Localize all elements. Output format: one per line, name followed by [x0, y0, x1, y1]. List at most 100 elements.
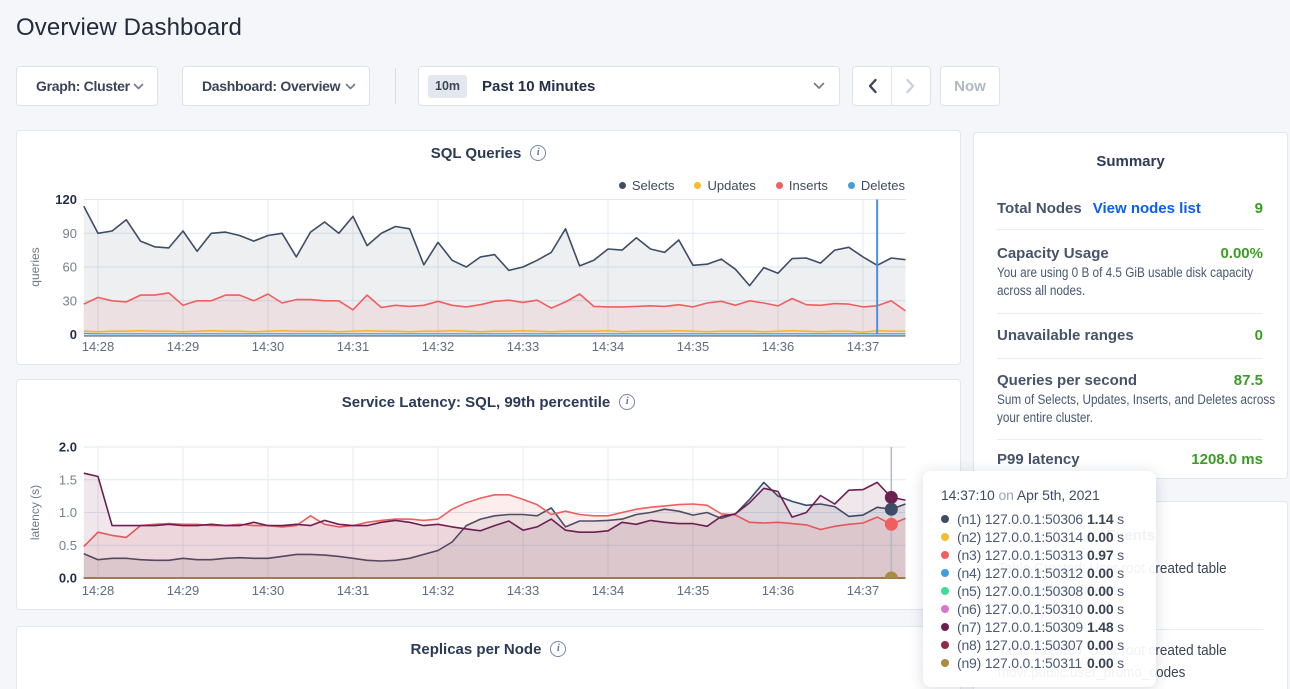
- node-color-dot: [941, 533, 949, 541]
- dashboard-dropdown[interactable]: Dashboard: Overview: [182, 66, 370, 106]
- svg-text:14:31: 14:31: [337, 583, 370, 598]
- svg-text:1.0: 1.0: [59, 505, 77, 520]
- svg-text:14:29: 14:29: [167, 583, 200, 598]
- total-nodes-value: 9: [1254, 200, 1263, 217]
- node-latency-value: 0.00 s: [1087, 565, 1124, 581]
- total-nodes-label: Total Nodes: [997, 200, 1082, 217]
- queries-per-second-desc: Sum of Selects, Updates, Inserts, and De…: [997, 392, 1276, 425]
- graph-dropdown-label: Graph: Cluster: [36, 78, 130, 94]
- svg-text:14:32: 14:32: [422, 583, 455, 598]
- chevron-down-icon: [813, 77, 825, 95]
- node-address: (n4) 127.0.0.1:50312: [957, 565, 1083, 581]
- sql-queries-chart[interactable]: 14:28 14:29 14:30 14:31 14:32 14:33 14:34 14:35…: [17, 131, 960, 364]
- svg-text:90: 90: [63, 226, 77, 241]
- chart-hover-tooltip: 14:37:10 on Apr 5th, 2021 (n1) 127.0.0.1…: [923, 471, 1156, 687]
- tooltip-row: (n8) 127.0.0.1:50307 0.00 s: [941, 636, 1148, 654]
- legend-item-deletes[interactable]: Deletes: [847, 178, 905, 193]
- service-latency-title: Service Latency: SQL, 99th percentile: [341, 393, 611, 411]
- svg-text:2.0: 2.0: [59, 440, 77, 455]
- node-color-dot: [941, 587, 949, 595]
- info-icon[interactable]: i: [530, 145, 547, 161]
- node-address: (n5) 127.0.0.1:50308: [957, 583, 1083, 599]
- legend-label: Updates: [707, 178, 756, 193]
- sql-queries-legend: Selects Updates Inserts Deletes: [618, 178, 905, 193]
- node-color-dot: [941, 659, 949, 667]
- p99-latency-value: 1208.0 ms: [1191, 451, 1263, 468]
- tooltip-row: (n1) 127.0.0.1:50306 1.14 s: [941, 510, 1148, 528]
- svg-text:0: 0: [70, 327, 77, 342]
- svg-text:14:31: 14:31: [337, 339, 370, 354]
- node-color-dot: [941, 605, 949, 613]
- unavailable-ranges-value: 0: [1254, 327, 1263, 344]
- svg-text:60: 60: [63, 260, 77, 275]
- unavailable-ranges-label: Unavailable ranges: [997, 327, 1134, 344]
- legend-dot: [618, 182, 626, 189]
- svg-text:14:36: 14:36: [762, 339, 795, 354]
- time-range-label: Past 10 Minutes: [482, 77, 596, 95]
- time-range-badge: 10m: [428, 74, 468, 98]
- chevron-down-icon: [133, 77, 144, 95]
- svg-text:14:28: 14:28: [82, 339, 115, 354]
- now-button[interactable]: Now: [940, 66, 1000, 106]
- replicas-ytick: 45: [58, 686, 78, 689]
- service-latency-card: Service Latency: SQL, 99th percentile i …: [16, 379, 961, 610]
- svg-text:0.5: 0.5: [59, 538, 77, 553]
- svg-text:14:34: 14:34: [592, 583, 625, 598]
- capacity-usage-desc: You are using 0 B of 4.5 GiB usable disk…: [997, 265, 1254, 298]
- tooltip-timestamp: 14:37:10 on Apr 5th, 2021: [941, 487, 1100, 503]
- node-color-dot: [941, 569, 949, 577]
- info-icon[interactable]: i: [619, 394, 636, 410]
- tooltip-row: (n7) 127.0.0.1:50309 1.48 s: [941, 618, 1148, 636]
- node-latency-value: 0.00 s: [1087, 601, 1124, 617]
- svg-text:14:37: 14:37: [847, 583, 880, 598]
- node-address: (n3) 127.0.0.1:50313: [957, 547, 1083, 563]
- node-address: (n1) 127.0.0.1:50306: [957, 511, 1083, 527]
- svg-text:14:34: 14:34: [592, 339, 625, 354]
- svg-text:0.0: 0.0: [59, 571, 77, 586]
- node-color-dot: [941, 623, 949, 631]
- legend-dot: [694, 182, 702, 189]
- svg-text:14:33: 14:33: [507, 583, 540, 598]
- sql-queries-title: SQL Queries: [430, 144, 522, 162]
- legend-item-updates[interactable]: Updates: [694, 178, 756, 193]
- info-icon[interactable]: i: [550, 641, 567, 657]
- legend-label: Selects: [631, 178, 675, 193]
- page-title: Overview Dashboard: [16, 14, 242, 41]
- queries-per-second-value: 87.5: [1233, 372, 1263, 389]
- svg-text:queries: queries: [28, 247, 42, 286]
- time-range-dropdown[interactable]: 10m Past 10 Minutes: [418, 66, 840, 106]
- node-latency-value: 0.00 s: [1087, 583, 1124, 599]
- svg-text:14:37: 14:37: [847, 339, 880, 354]
- tooltip-row: (n3) 127.0.0.1:50313 0.97 s: [941, 546, 1148, 564]
- svg-text:14:35: 14:35: [677, 583, 710, 598]
- svg-text:14:33: 14:33: [507, 339, 540, 354]
- legend-item-inserts[interactable]: Inserts: [775, 178, 828, 193]
- replicas-per-node-card: Replicas per Node i 45: [16, 626, 961, 689]
- next-time-button[interactable]: [892, 67, 930, 105]
- p99-latency-label: P99 latency: [997, 451, 1080, 468]
- view-nodes-list-link[interactable]: View nodes list: [1092, 200, 1201, 217]
- node-color-dot: [941, 515, 949, 523]
- tooltip-row: (n2) 127.0.0.1:50314 0.00 s: [941, 528, 1148, 546]
- graph-dropdown[interactable]: Graph: Cluster: [16, 66, 158, 106]
- summary-panel: Summary Total Nodes View nodes list 9 Ca…: [973, 132, 1288, 479]
- node-latency-value: 1.14 s: [1087, 511, 1124, 527]
- legend-dot: [775, 182, 783, 189]
- prev-time-button[interactable]: [853, 67, 891, 105]
- capacity-usage-label: Capacity Usage: [997, 245, 1109, 262]
- svg-text:1.5: 1.5: [59, 472, 77, 487]
- sql-queries-card: SQL Queries i Selects Updates Inserts Delet…: [16, 130, 961, 365]
- svg-text:14:29: 14:29: [167, 339, 200, 354]
- svg-text:14:35: 14:35: [677, 339, 710, 354]
- service-latency-chart[interactable]: 14:28 14:29 14:30 14:31 14:32 14:33 14:34 14:35…: [17, 380, 960, 609]
- legend-item-selects[interactable]: Selects: [618, 178, 675, 193]
- node-latency-value: 0.00 s: [1087, 655, 1124, 671]
- legend-label: Deletes: [860, 178, 905, 193]
- node-address: (n2) 127.0.0.1:50314: [957, 529, 1083, 545]
- node-latency-value: 0.00 s: [1087, 637, 1124, 653]
- legend-dot: [847, 182, 855, 189]
- tooltip-row: (n5) 127.0.0.1:50308 0.00 s: [941, 582, 1148, 600]
- svg-text:14:28: 14:28: [82, 583, 115, 598]
- node-address: (n9) 127.0.0.1:50311: [957, 655, 1082, 671]
- dashboard-dropdown-label: Dashboard: Overview: [202, 78, 341, 94]
